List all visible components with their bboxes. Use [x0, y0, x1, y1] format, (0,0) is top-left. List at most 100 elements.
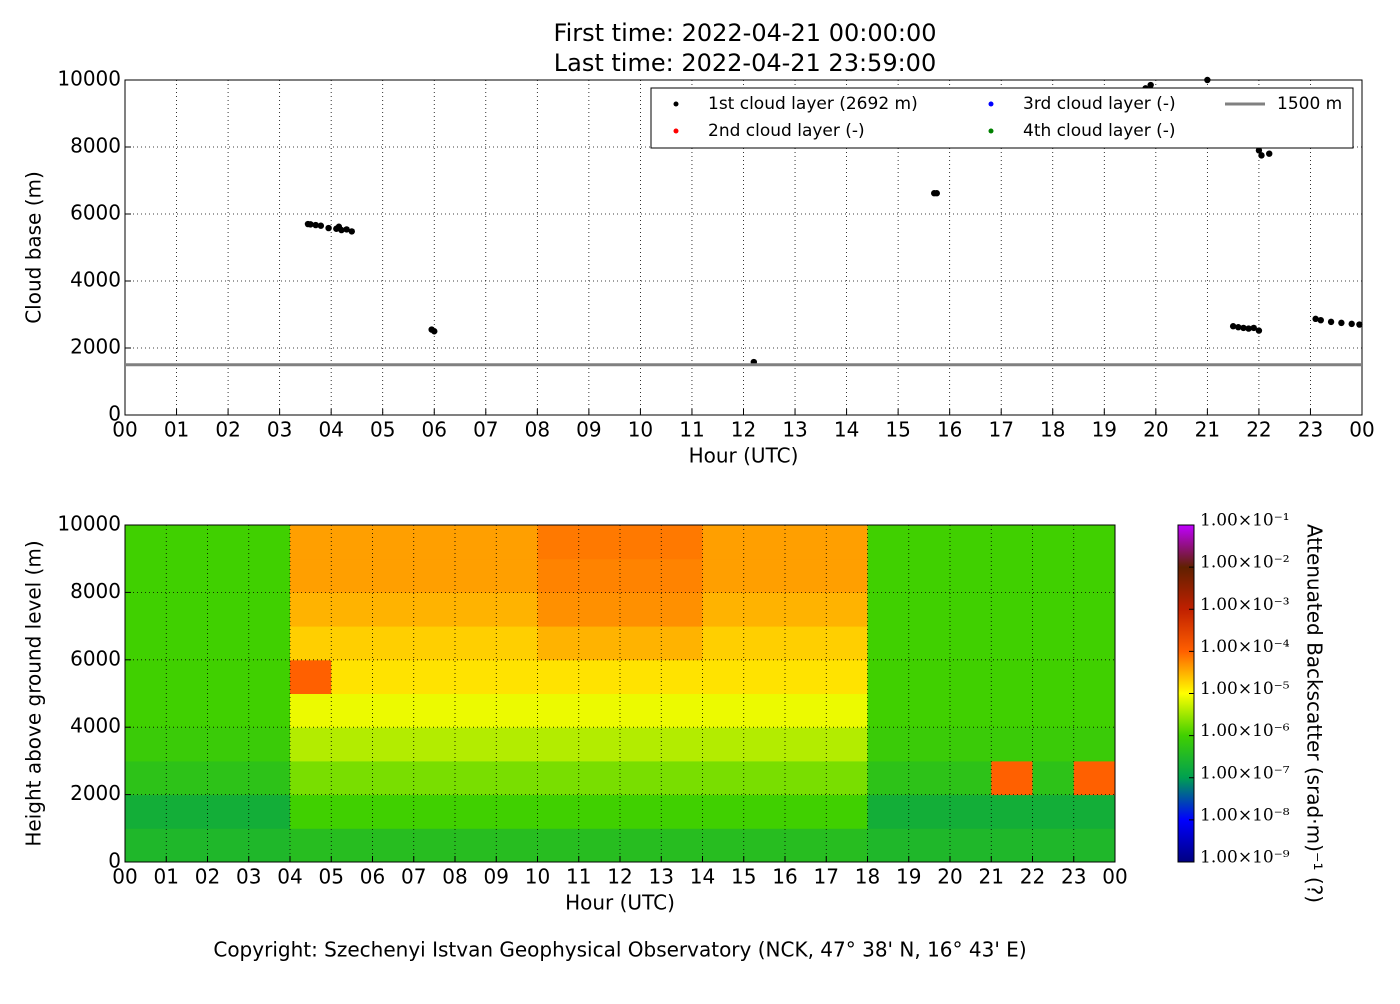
x-tick-label: 14 [834, 418, 859, 442]
data-point [1317, 316, 1324, 324]
heatmap-cell [743, 828, 786, 863]
heatmap-cell [248, 626, 291, 661]
heatmap-cell [620, 693, 662, 728]
heatmap-cell [455, 727, 497, 762]
heatmap-cell [207, 626, 250, 661]
heatmap-cell [1073, 659, 1116, 694]
heatmap-cell [702, 760, 745, 796]
data-point [1258, 152, 1265, 159]
heatmap-cell [785, 525, 827, 560]
heatmap-cell [908, 626, 951, 661]
heatmap-cell [496, 693, 538, 728]
heatmap-cell [743, 760, 786, 796]
heatmap-cell [991, 794, 1033, 829]
colorbar-tick-label: 1.00×10⁻² [1200, 553, 1290, 573]
heatmap-cell [785, 794, 827, 829]
heatmap-cell [331, 693, 373, 728]
heatmap-cell [125, 659, 167, 694]
heatmap-cell [661, 592, 703, 627]
heatmap-cell [908, 727, 951, 762]
heatmap-cell [248, 558, 291, 593]
colorbar-tick-label: 1.00×10⁻³ [1200, 595, 1290, 615]
heatmap-cell [743, 727, 786, 762]
heatmap-cell [496, 794, 538, 829]
heatmap-cell [620, 592, 662, 627]
heatmap-cell [207, 659, 250, 694]
x-tick-label: 00 [1102, 865, 1127, 889]
heatmap-cell [826, 727, 868, 762]
heatmap-cell [578, 693, 621, 728]
heatmap-cell [413, 727, 456, 762]
heatmap-cell [166, 525, 208, 560]
heatmap-cell [908, 693, 951, 728]
heatmap-cell [785, 659, 827, 694]
y-tick-label: 0 [108, 402, 121, 426]
colorbar-tick-label: 1.00×10⁻⁸ [1200, 805, 1290, 825]
heatmap-cell [702, 794, 745, 829]
colorbar-label: Attenuated Backscatter (srad·m)⁻¹ (?) [1303, 524, 1327, 903]
heatmap-cell [455, 760, 497, 796]
heatmap-cell [331, 592, 373, 627]
heatmap-cell [661, 693, 703, 728]
heatmap-cell [290, 626, 332, 661]
heatmap-cell [702, 693, 745, 728]
x-tick-label: 10 [628, 418, 653, 442]
data-point [325, 224, 332, 232]
heatmap-cell [537, 592, 580, 627]
heatmap-cell [867, 693, 910, 728]
data-point [1204, 76, 1211, 84]
heatmap-cell [496, 760, 538, 796]
x-tick-label: 18 [1040, 418, 1065, 442]
heatmap-cell [867, 828, 910, 863]
heatmap-cell [826, 828, 868, 863]
heatmap-cell [290, 558, 332, 593]
heatmap-cell [413, 794, 456, 829]
heatmap-cell [496, 558, 538, 593]
heatmap-cell [125, 828, 167, 863]
legend-label: 4th cloud layer (-) [1023, 121, 1176, 141]
x-tick-label: 11 [566, 865, 591, 889]
heatmap-cell [578, 558, 621, 593]
heatmap-cell [331, 626, 373, 661]
x-tick-label: 11 [679, 418, 704, 442]
heatmap-cell [125, 794, 167, 829]
heatmap-cell [908, 592, 951, 627]
x-tick-label: 19 [896, 865, 921, 889]
heatmap-cell [1073, 558, 1116, 593]
heatmap-cell [743, 794, 786, 829]
x-tick-label: 06 [422, 418, 447, 442]
data-point [307, 221, 314, 228]
heatmap-cell [207, 727, 250, 762]
heatmap-cell [1073, 828, 1116, 863]
x-axis-label: Hour (UTC) [565, 891, 675, 915]
x-tick-label: 07 [401, 865, 426, 889]
heatmap-cell [125, 592, 167, 627]
heatmap-cell [248, 760, 291, 796]
x-tick-label: 09 [576, 418, 601, 442]
y-tick-label: 4000 [70, 268, 121, 292]
heatmap-cell [413, 626, 456, 661]
heatmap-cell [661, 828, 703, 863]
heatmap-cell [125, 558, 167, 593]
heatmap-cell [578, 760, 621, 796]
heatmap-cell [867, 592, 910, 627]
x-tick-label: 02 [195, 865, 220, 889]
heatmap-cell [331, 794, 373, 829]
x-tick-label: 08 [442, 865, 467, 889]
heatmap-cell [207, 693, 250, 728]
heatmap-cell [166, 592, 208, 627]
heatmap-cell [537, 727, 580, 762]
x-tick-label: 06 [360, 865, 385, 889]
y-tick-label: 2000 [70, 781, 121, 805]
heatmap-cell [248, 828, 291, 863]
data-point [1327, 318, 1335, 326]
chart-title: Last time: 2022-04-21 23:59:00 [554, 49, 936, 77]
heatmap-cell [372, 828, 415, 863]
heatmap-cell [702, 558, 745, 593]
heatmap-cell [991, 525, 1033, 560]
heatmap-cell [207, 760, 250, 796]
heatmap-cell [372, 794, 415, 829]
heatmap-cell [372, 626, 415, 661]
x-tick-label: 00 [1349, 418, 1374, 442]
heatmap-cell [537, 626, 580, 661]
